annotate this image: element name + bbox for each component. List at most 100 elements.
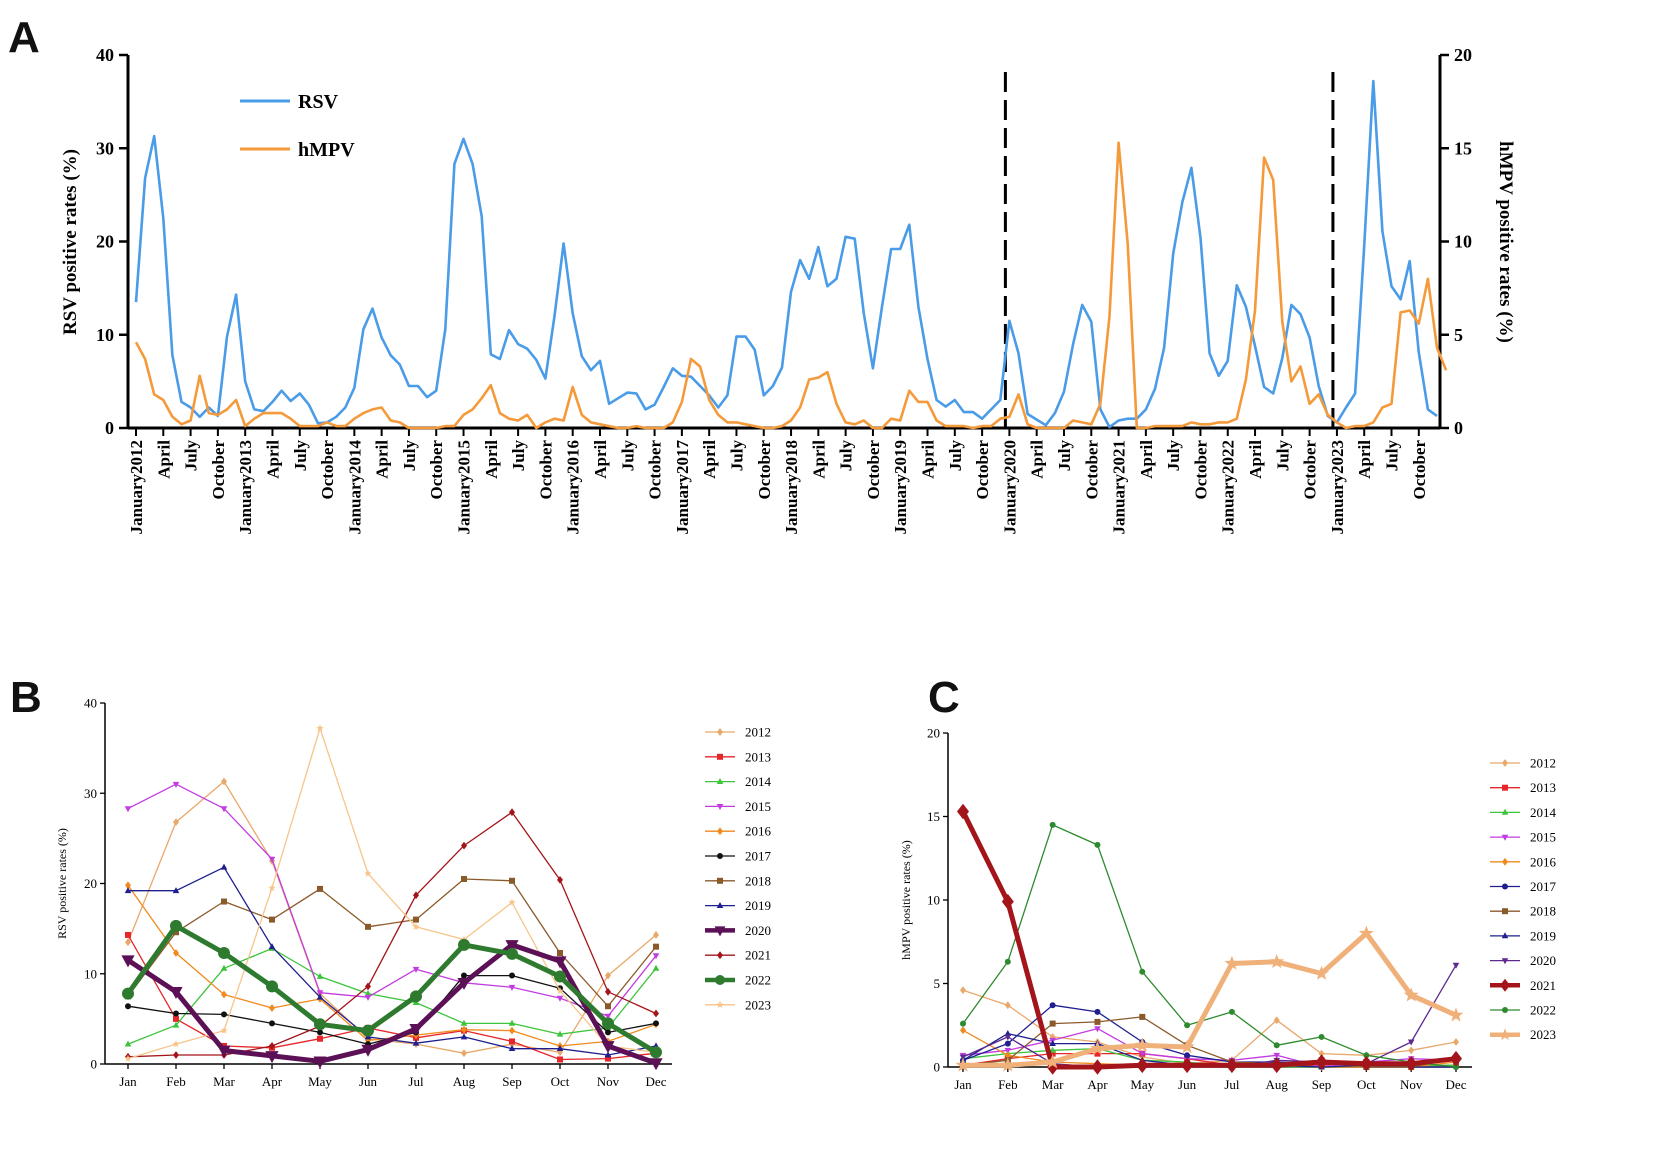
data-point-2018: [461, 875, 467, 882]
legend-marker: [717, 728, 723, 736]
data-point-2016: [125, 881, 131, 890]
y-tick-label-left: 10: [96, 325, 114, 345]
legend-label: 2021: [1530, 978, 1556, 993]
x-tick-label: January2015: [455, 440, 474, 534]
data-point-2016: [269, 1004, 275, 1012]
x-tick-label: April: [1246, 440, 1265, 479]
data-point-2022: [602, 1017, 614, 1030]
data-point-2013: [173, 1015, 179, 1022]
data-point-2019: [412, 1039, 420, 1046]
legend-label: 2018: [745, 873, 771, 888]
x-tick-label: May: [308, 1074, 332, 1089]
x-tick-label: Sep: [1312, 1077, 1332, 1092]
data-point-2021: [1225, 1057, 1238, 1074]
series-line-2016: [127, 884, 657, 1047]
legend-item-2022: 2022: [1490, 1003, 1556, 1018]
data-point-2014: [364, 990, 372, 997]
x-tick-label: July: [837, 440, 856, 472]
x-tick-label: July: [509, 440, 528, 472]
data-point-2017: [605, 1029, 611, 1036]
x-tick-label: October: [1410, 440, 1429, 500]
series-2018: [125, 875, 659, 1010]
legend-marker: [1502, 857, 1508, 866]
data-point-2022: [650, 1046, 662, 1059]
x-tick-label: Oct: [551, 1074, 570, 1089]
data-point-2022: [1228, 1008, 1235, 1015]
legend-marker: [717, 951, 723, 960]
data-point-2021: [1001, 893, 1014, 910]
data-point-2022: [1139, 968, 1146, 975]
x-tick-label: October: [318, 440, 337, 500]
data-point-2022: [554, 970, 566, 983]
data-point-2014: [316, 972, 324, 979]
series-2020: [121, 940, 663, 1071]
x-tick-label: July: [400, 440, 419, 472]
data-point-2022: [1184, 1022, 1191, 1029]
data-point-2022: [1453, 1064, 1459, 1070]
x-tick-label: July: [1055, 440, 1074, 472]
data-point-2018: [1094, 1018, 1101, 1025]
x-tick-label: July: [291, 440, 310, 472]
data-point-2019: [124, 887, 132, 894]
x-tick-label: Jan: [954, 1077, 972, 1092]
legend-label: 2013: [745, 749, 771, 764]
data-point-2015: [652, 953, 660, 960]
legend-label: 2016: [1530, 854, 1557, 869]
data-point-2021: [1450, 1050, 1462, 1067]
x-tick-label: Aug: [1266, 1077, 1289, 1092]
series-line-rsv: [134, 79, 1438, 429]
data-point-2019: [508, 1045, 516, 1052]
panel-label-c: C: [928, 673, 960, 722]
x-tick-label: July: [182, 440, 201, 472]
y-axis-title: hMPV positive rates (%): [899, 840, 913, 959]
x-tick-label: April: [154, 440, 173, 479]
data-point-2023: [316, 724, 324, 732]
data-point-2021: [509, 808, 515, 817]
legend-marker: [714, 926, 726, 937]
data-point-2015: [412, 966, 420, 973]
data-point-2014: [556, 1030, 564, 1037]
y-tick-label: 15: [927, 809, 940, 824]
data-point-2017: [509, 972, 515, 979]
legend-marker: [1501, 958, 1509, 965]
series-2022: [960, 821, 1459, 1070]
data-point-2012: [221, 777, 227, 786]
legend-marker: [1498, 1028, 1512, 1040]
chart-b: 0 10 20 30 40 Jan Feb Mar Apr May Jun Jul Aug Sep Oct N…: [55, 696, 772, 1090]
legend-label: 2014: [1530, 805, 1557, 820]
legend-marker: [1501, 932, 1509, 939]
data-point-2017: [1094, 1008, 1101, 1015]
data-point-2018: [557, 949, 563, 956]
legend-item-2022: 2022: [705, 973, 771, 988]
data-point-2015: [1273, 1052, 1281, 1059]
x-tick-label: October: [536, 440, 555, 500]
data-point-2012: [960, 986, 966, 995]
x-tick-label: January2021: [1110, 440, 1129, 534]
series-line-2022: [962, 824, 1457, 1068]
data-point-2022: [170, 919, 182, 932]
data-point-2014: [124, 1040, 132, 1047]
data-point-2016: [365, 1036, 371, 1045]
series-2021: [957, 803, 1462, 1075]
y-axis-title-left: RSV positive rates (%): [60, 149, 81, 335]
legend-item-2016: 2016: [1490, 854, 1557, 869]
data-point-2015: [556, 995, 564, 1002]
y-tick-label: 30: [84, 786, 97, 801]
data-point-2017: [1049, 1002, 1056, 1009]
x-tick-label: April: [263, 440, 282, 479]
series-line-2023: [963, 930, 1458, 1068]
data-point-2017: [125, 1003, 131, 1010]
data-point-2015: [508, 984, 516, 991]
data-point-2012: [1453, 1038, 1459, 1046]
legend-label: 2015: [1530, 830, 1556, 845]
legend-item-2018: 2018: [1490, 904, 1556, 919]
data-point-2020: [649, 1058, 663, 1071]
data-point-2023: [955, 1057, 971, 1072]
data-point-2014: [652, 964, 660, 971]
x-tick-label: Jul: [408, 1074, 424, 1089]
legend-label-rsv: RSV: [298, 91, 339, 113]
data-point-2021: [1091, 1059, 1104, 1075]
x-tick-label: January2018: [782, 440, 801, 534]
data-point-2018: [365, 923, 371, 930]
data-point-2013: [317, 1035, 323, 1042]
